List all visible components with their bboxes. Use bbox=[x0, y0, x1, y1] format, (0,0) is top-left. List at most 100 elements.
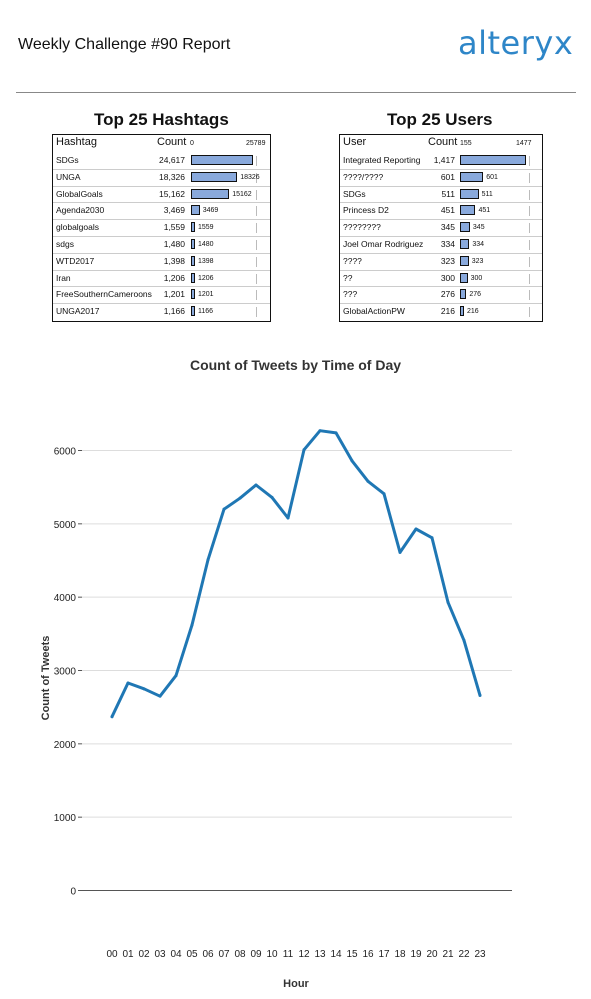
x-tick-label: 00 bbox=[106, 949, 118, 960]
row-count: 3,469 bbox=[163, 205, 185, 216]
row-count: 300 bbox=[440, 272, 455, 283]
x-tick-label: 14 bbox=[330, 949, 342, 960]
count-bar bbox=[460, 155, 526, 165]
bar-value-label: 451 bbox=[478, 207, 491, 215]
count-bar bbox=[191, 155, 254, 165]
table-row: WTD2017 1,398 1398 bbox=[53, 253, 270, 270]
max-reference-line bbox=[256, 223, 257, 234]
row-divider bbox=[340, 269, 542, 271]
bar-value-label: 3469 bbox=[202, 207, 219, 215]
row-count: 1,398 bbox=[163, 255, 185, 266]
table-row: FreeSouthernCameroons 1,201 1201 bbox=[53, 286, 270, 303]
row-label: GlobalActionPW bbox=[343, 306, 405, 317]
x-tick-label: 11 bbox=[283, 949, 294, 960]
data-point bbox=[158, 694, 162, 698]
table-row: Princess D2 451 451 bbox=[340, 202, 542, 219]
bar-value-label: 1206 bbox=[198, 274, 214, 282]
row-divider bbox=[53, 236, 270, 237]
row-divider bbox=[340, 303, 542, 305]
count-column-header: Count bbox=[428, 136, 458, 148]
y-axis-label: Count of Tweets bbox=[40, 636, 52, 721]
count-bar bbox=[460, 306, 464, 317]
max-reference-line bbox=[256, 172, 257, 183]
row-divider bbox=[340, 286, 542, 288]
y-tick-label: 4000 bbox=[54, 593, 77, 604]
bar-value-label: 300 bbox=[470, 274, 483, 282]
hashtags-table: Hashtag Count 0 25789 SDGs 24,617 UNGA 18,3… bbox=[52, 134, 271, 322]
table-row: ?? 300 300 bbox=[340, 270, 542, 287]
bar-value-label: 345 bbox=[472, 224, 485, 232]
count-bar bbox=[460, 239, 470, 249]
x-tick-label: 19 bbox=[410, 949, 422, 960]
table-row: ????/???? 601 601 bbox=[340, 169, 542, 186]
row-count: 1,559 bbox=[163, 222, 185, 233]
axis-min-label: 0 bbox=[190, 140, 194, 147]
data-point bbox=[414, 527, 418, 531]
bar-value-label: 15162 bbox=[232, 190, 252, 198]
max-reference-line bbox=[529, 273, 530, 284]
y-tick-label: 2000 bbox=[54, 740, 77, 751]
count-bar bbox=[191, 222, 195, 233]
row-count: 334 bbox=[440, 239, 455, 249]
count-bar bbox=[460, 222, 470, 233]
row-label: GlobalGoals bbox=[56, 188, 103, 199]
row-count: 511 bbox=[441, 188, 455, 199]
report-title: Weekly Challenge #90 Report bbox=[18, 36, 231, 53]
row-count: 1,201 bbox=[163, 289, 185, 300]
table-row: globalgoals 1,559 1559 bbox=[53, 219, 270, 236]
data-point bbox=[350, 459, 354, 463]
alteryx-logo: alteryx bbox=[458, 24, 574, 62]
max-reference-line bbox=[529, 240, 530, 250]
row-count: 24,617 bbox=[159, 155, 185, 165]
row-label: UNGA2017 bbox=[56, 306, 100, 317]
count-bar bbox=[191, 188, 230, 199]
data-point bbox=[190, 623, 194, 627]
hashtag-column-header: Hashtag bbox=[56, 136, 97, 148]
row-divider bbox=[340, 202, 542, 204]
x-axis-label: Hour bbox=[283, 978, 309, 990]
bar-value-label: 1559 bbox=[198, 224, 214, 232]
max-reference-line bbox=[256, 189, 257, 200]
table-row: UNGA2017 1,166 1166 bbox=[53, 303, 270, 320]
count-bar bbox=[191, 205, 200, 216]
max-reference-line bbox=[256, 156, 257, 166]
data-point bbox=[302, 448, 306, 452]
table-row: Integrated Reporting 1,417 bbox=[340, 152, 542, 169]
hashtags-title: Top 25 Hashtags bbox=[94, 110, 229, 129]
max-reference-line bbox=[256, 273, 257, 284]
row-count: 323 bbox=[440, 255, 455, 266]
data-point bbox=[174, 674, 178, 678]
max-reference-line bbox=[529, 206, 530, 217]
max-reference-line bbox=[529, 307, 530, 318]
bar-value-label: 334 bbox=[472, 241, 485, 248]
max-reference-line bbox=[256, 307, 257, 318]
row-count: 1,480 bbox=[163, 239, 185, 249]
data-point bbox=[206, 558, 210, 562]
x-tick-label: 01 bbox=[122, 949, 134, 960]
data-point bbox=[142, 687, 146, 691]
row-count: 1,417 bbox=[433, 155, 455, 165]
row-label: Joel Omar Rodriguez bbox=[343, 239, 424, 249]
max-reference-line bbox=[256, 206, 257, 217]
row-count: 18,326 bbox=[159, 171, 185, 182]
axis-max-label: 25789 bbox=[246, 140, 266, 147]
bar-value-label: 601 bbox=[486, 173, 498, 181]
data-point bbox=[110, 715, 114, 719]
data-point bbox=[366, 479, 370, 483]
count-bar bbox=[460, 255, 469, 266]
count-bar bbox=[460, 188, 479, 199]
x-tick-label: 03 bbox=[154, 949, 166, 960]
table-row: GlobalGoals 15,162 15162 bbox=[53, 186, 270, 203]
max-reference-line bbox=[529, 223, 530, 234]
row-divider bbox=[53, 168, 270, 170]
row-divider bbox=[53, 202, 270, 204]
table-row: sdgs 1,480 1480 bbox=[53, 236, 270, 253]
max-reference-line bbox=[529, 256, 530, 267]
max-reference-line bbox=[256, 290, 257, 301]
table-row: Joel Omar Rodriguez 334 334 bbox=[340, 236, 542, 253]
row-label: ?? bbox=[343, 272, 353, 283]
row-label: ??? bbox=[343, 289, 358, 300]
bar-value-label: 323 bbox=[471, 257, 484, 265]
row-divider bbox=[53, 185, 270, 187]
